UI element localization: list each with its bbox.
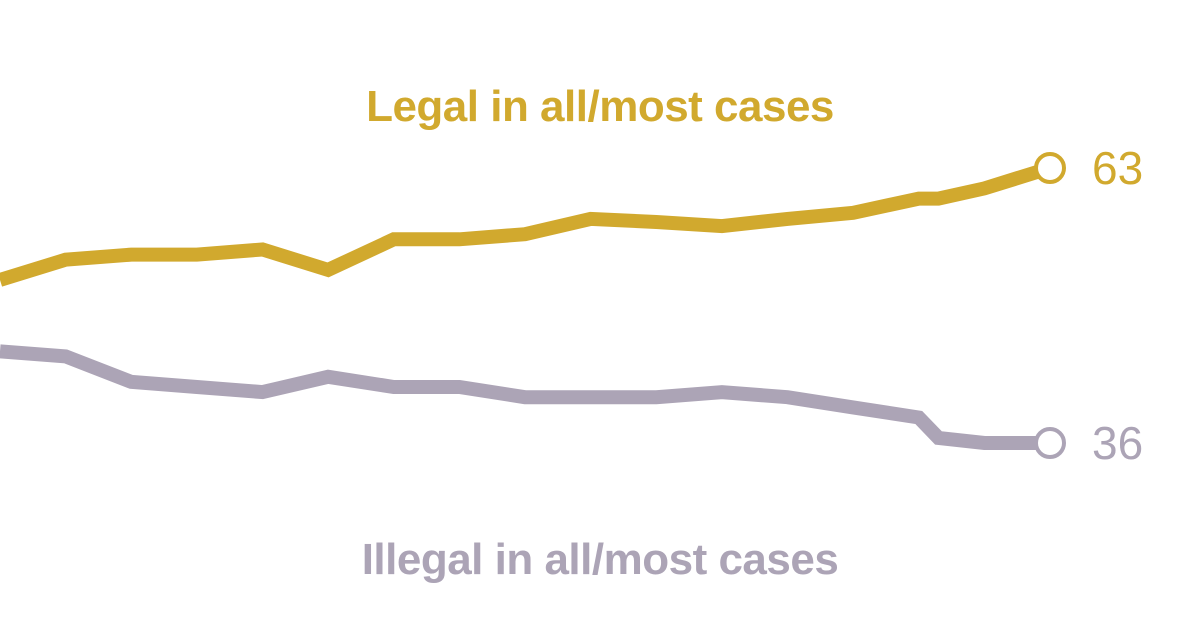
legal-series-line (0, 161, 1053, 287)
illegal-end-value-label: 36 (1092, 417, 1143, 469)
illegal-end-point (1034, 427, 1066, 459)
illegal-series-label: Illegal in all/most cases (361, 535, 839, 584)
legal-end-value-label: 63 (1092, 142, 1143, 194)
legal-series-label: Legal in all/most cases (366, 82, 834, 131)
legal-end-point (1034, 152, 1066, 184)
illegal-series-line (0, 344, 1050, 450)
